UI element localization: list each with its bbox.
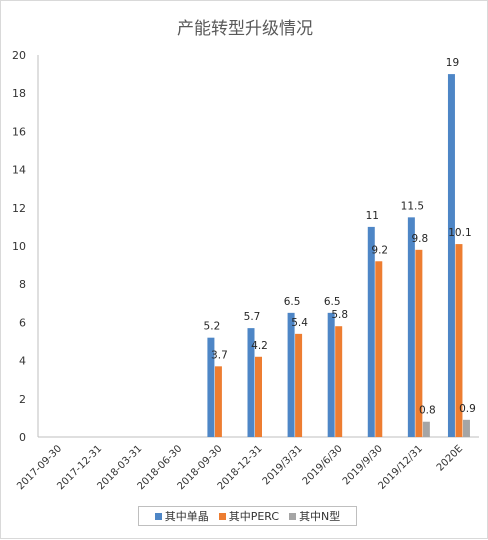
- x-tick-label: 2019/3/31: [261, 443, 305, 487]
- bar: [375, 261, 383, 437]
- data-label: 6.5: [324, 296, 341, 308]
- bar: [214, 366, 222, 437]
- data-label: 5.4: [291, 317, 308, 329]
- bar: [447, 74, 455, 437]
- bar: [327, 312, 335, 437]
- data-label: 0.8: [419, 405, 436, 417]
- bar: [455, 244, 463, 437]
- data-label: 5.2: [204, 321, 221, 333]
- y-tick-label: 8: [19, 278, 26, 291]
- y-tick-label: 16: [12, 125, 26, 138]
- data-label: 19: [446, 57, 459, 69]
- legend-swatch: [289, 512, 297, 520]
- y-tick-label: 10: [12, 240, 26, 253]
- bar: [207, 337, 215, 437]
- data-label: 6.5: [284, 296, 301, 308]
- bar: [407, 217, 415, 437]
- chart-title: 产能转型升级情况: [177, 19, 313, 39]
- data-labels: 5.2 5.7 6.5 6.5 11 11.5 19 3.7 4.2 5.4 5.8 9.2 9.8 10…: [204, 57, 476, 417]
- legend: 其中单晶 其中PERC 其中N型: [138, 506, 357, 526]
- bar: [335, 326, 343, 437]
- bar: [247, 328, 255, 437]
- y-tick-label: 2: [19, 393, 26, 406]
- legend-label: 其中PERC: [228, 510, 280, 523]
- data-label: 9.2: [371, 244, 388, 256]
- bar: [295, 333, 303, 437]
- data-label: 0.9: [459, 403, 476, 415]
- legend-swatch: [218, 512, 226, 520]
- data-label: 9.8: [412, 233, 429, 245]
- data-label: 3.7: [211, 349, 228, 361]
- legend-item: 其中N型: [289, 508, 340, 524]
- data-label: 5.8: [331, 309, 348, 321]
- data-label: 4.2: [251, 340, 268, 352]
- bar: [462, 419, 470, 437]
- y-tick-label: 0: [19, 431, 26, 444]
- legend-swatch: [154, 512, 162, 520]
- legend-label: 其中N型: [299, 510, 341, 523]
- bar: [287, 312, 295, 437]
- bar: [255, 356, 262, 437]
- bar: [422, 421, 430, 437]
- legend-item: 其中单晶: [154, 508, 209, 524]
- legend-label: 其中单晶: [164, 510, 209, 523]
- data-label: 5.7: [244, 311, 261, 323]
- bars: [207, 74, 470, 437]
- data-label: 11: [366, 210, 379, 222]
- x-tick-label: 2020E: [435, 443, 465, 473]
- legend-item: 其中PERC: [218, 508, 280, 524]
- data-label: 10.1: [448, 227, 471, 239]
- y-tick-label: 14: [12, 164, 26, 177]
- y-tick-label: 18: [12, 87, 26, 100]
- x-tick-label: 2019/9/30: [341, 443, 385, 487]
- bar: [415, 249, 423, 437]
- y-tick-label: 12: [12, 202, 26, 215]
- y-tick-label: 6: [19, 316, 26, 329]
- y-tick-label: 4: [19, 355, 26, 368]
- x-tick-label: 2019/6/30: [301, 443, 345, 487]
- y-tick-label: 20: [12, 49, 26, 62]
- data-label: 11.5: [401, 200, 424, 212]
- bar: [367, 226, 375, 437]
